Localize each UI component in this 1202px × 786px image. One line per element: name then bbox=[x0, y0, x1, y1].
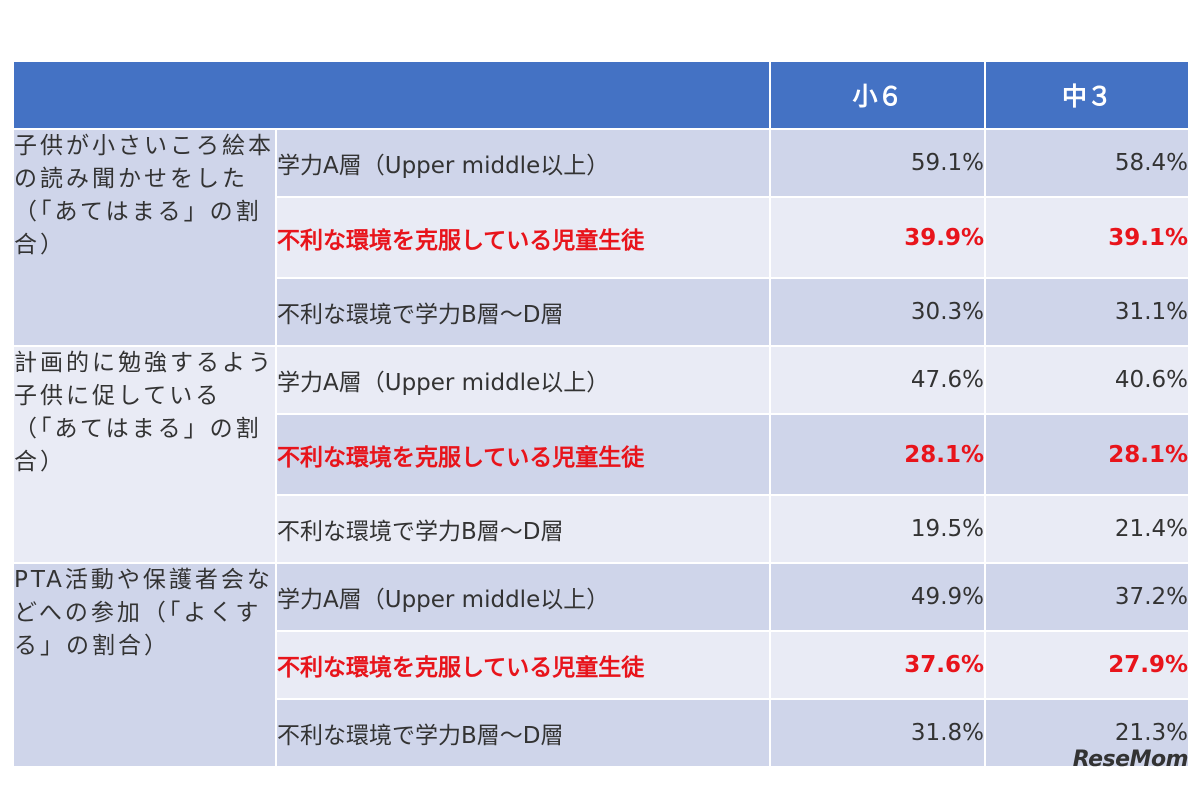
table-row: PTA活動や保護者会などへの参加（「よくする」の割合） 学力A層（Upper m… bbox=[12, 562, 1190, 768]
value-grade6: 47.6% bbox=[769, 345, 986, 415]
value-grade9: 31.1% bbox=[984, 277, 1190, 347]
value-grade6: 30.3% bbox=[769, 277, 986, 347]
value-grade6: 59.1% bbox=[769, 128, 986, 198]
row-label: 学力A層（Upper middle以上） bbox=[275, 128, 771, 198]
resemom-logo: ReseMom bbox=[1072, 747, 1189, 772]
value-grade9: 27.9% bbox=[984, 630, 1190, 700]
value-grade9: 28.1% bbox=[984, 413, 1190, 496]
table-row: 不利な環境を克服している児童生徒 28.1% 28.1% bbox=[13, 413, 1190, 496]
row-label: 不利な環境で学力B層～D層 bbox=[275, 494, 771, 564]
row-label: 不利な環境を克服している児童生徒 bbox=[275, 196, 771, 279]
value-grade9: 37.2% bbox=[984, 562, 1190, 632]
value-grade9: 58.4% bbox=[984, 128, 1190, 198]
table-row: 不利な環境を克服している児童生徒 39.9% 39.1% bbox=[13, 196, 1190, 279]
header-blank-cell bbox=[12, 60, 771, 130]
category-cell: 子供が小さいころ絵本の読み聞かせをした（「あてはまる」の割合） bbox=[12, 128, 277, 347]
header-grade6: 小６ bbox=[769, 60, 986, 130]
row-label: 不利な環境で学力B層～D層 bbox=[275, 277, 771, 347]
header-row: 小６ 中３ bbox=[12, 60, 1190, 130]
value-grade6: 49.9% bbox=[769, 562, 986, 632]
row-label: 不利な環境を克服している児童生徒 bbox=[275, 413, 771, 496]
row-label: 学力A層（Upper middle以上） bbox=[275, 562, 771, 632]
value-grade9: 21.4% bbox=[984, 494, 1190, 564]
table-row: 不利な環境を克服している児童生徒 37.6% 27.9% bbox=[13, 630, 1190, 700]
row-label: 学力A層（Upper middle以上） bbox=[275, 345, 771, 415]
value-grade6: 37.6% bbox=[769, 630, 986, 700]
table-row: 子供が小さいころ絵本の読み聞かせをした（「あてはまる」の割合） 学力A層（Upp… bbox=[12, 128, 1190, 347]
row-label: 不利な環境を克服している児童生徒 bbox=[275, 630, 771, 700]
table-row: 不利な環境で学力B層～D層 31.8% 21.3% bbox=[13, 698, 1190, 768]
category-cell: PTA活動や保護者会などへの参加（「よくする」の割合） bbox=[12, 562, 277, 768]
table-row: 計画的に勉強するよう子供に促している（「あてはまる」の割合） 学力A層（Uppe… bbox=[12, 345, 1190, 564]
value-grade6: 28.1% bbox=[769, 413, 986, 496]
header-grade9: 中３ bbox=[984, 60, 1190, 130]
value-grade9: 40.6% bbox=[984, 345, 1190, 415]
category-cell: 計画的に勉強するよう子供に促している（「あてはまる」の割合） bbox=[12, 345, 277, 564]
row-label: 不利な環境で学力B層～D層 bbox=[275, 698, 771, 768]
value-grade6: 39.9% bbox=[769, 196, 986, 279]
value-grade6: 31.8% bbox=[769, 698, 986, 768]
value-grade6: 19.5% bbox=[769, 494, 986, 564]
value-grade9: 39.1% bbox=[984, 196, 1190, 279]
table-row: 不利な環境で学力B層～D層 19.5% 21.4% bbox=[13, 494, 1190, 564]
table-row: 不利な環境で学力B層～D層 30.3% 31.1% bbox=[13, 277, 1190, 347]
value-grade9: 21.3% bbox=[984, 698, 1190, 768]
data-table: 小６ 中３ 子供が小さいころ絵本の読み聞かせをした（「あてはまる」の割合） 学力… bbox=[12, 60, 1190, 768]
